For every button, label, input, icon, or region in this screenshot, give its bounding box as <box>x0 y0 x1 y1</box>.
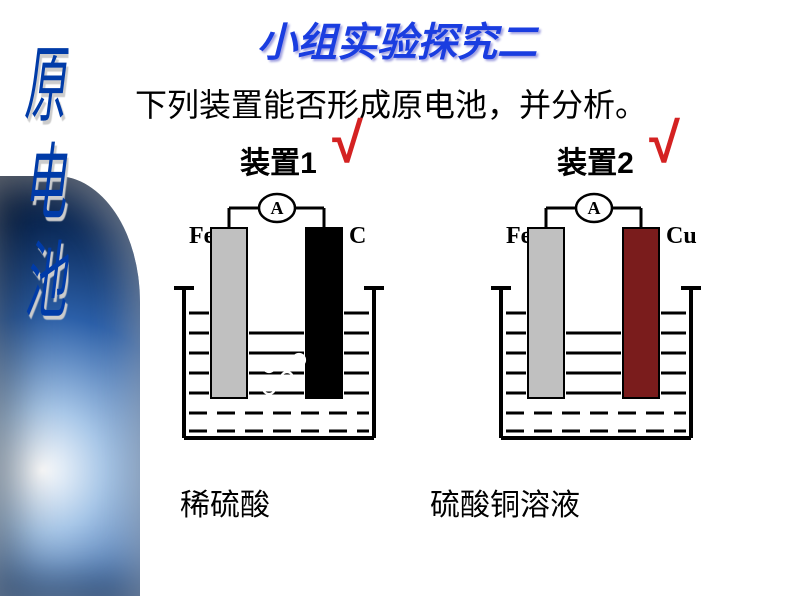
right-electrode <box>623 228 659 398</box>
device-1-label-text: 装置1 <box>240 147 317 180</box>
slide-title: 小组实验探究二 <box>257 10 537 68</box>
device-1-checkmark: √ <box>332 110 363 175</box>
ammeter-label: A <box>270 198 283 218</box>
device-1-diagram: A Fe C <box>149 188 409 478</box>
device-2-label: 装置2 √ <box>557 138 634 182</box>
right-electrode <box>306 228 342 398</box>
solution-label-1: 稀硫酸 <box>180 480 270 524</box>
solution-label-2: 硫酸铜溶液 <box>430 480 580 524</box>
right-electrode-label: C <box>349 223 366 249</box>
device-1: 装置1 √ A Fe C <box>120 138 437 478</box>
ammeter-label: A <box>587 198 600 218</box>
device-2-label-text: 装置2 <box>557 147 634 180</box>
left-electrode <box>211 228 247 398</box>
question-text: 下列装置能否形成原电池，并分析。 <box>135 80 734 126</box>
device-2: 装置2 √ A Fe Cu <box>437 138 754 478</box>
left-electrode <box>528 228 564 398</box>
device-2-checkmark: √ <box>649 110 680 175</box>
device-2-diagram: A Fe Cu <box>466 188 726 478</box>
devices-row: 装置1 √ A Fe C <box>120 138 754 478</box>
device-1-label: 装置1 √ <box>240 138 317 182</box>
side-vertical-title: 原电池 <box>20 40 62 334</box>
right-electrode-label: Cu <box>666 223 697 249</box>
